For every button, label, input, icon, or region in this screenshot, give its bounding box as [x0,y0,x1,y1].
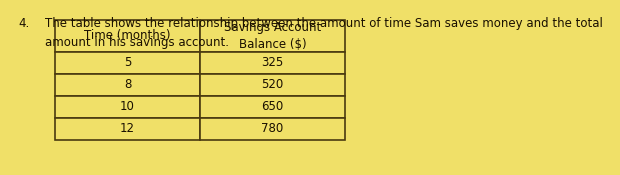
Bar [55,20,200,52]
Text: The table shows the relationship between the amount of time Sam saves money and : The table shows the relationship between… [45,17,603,30]
Text: Savings Account
Balance ($): Savings Account Balance ($) [224,22,321,51]
Bar [200,96,345,118]
Bar [55,74,200,96]
Text: 12: 12 [120,122,135,135]
Text: 4.: 4. [18,17,29,30]
Text: 520: 520 [262,79,283,92]
Text: 5: 5 [124,57,131,69]
Bar [200,20,345,52]
Text: 325: 325 [262,57,283,69]
Text: 8: 8 [124,79,131,92]
Text: 650: 650 [262,100,283,114]
Text: Time (months): Time (months) [84,30,170,43]
Bar [55,96,200,118]
Bar [200,52,345,74]
Bar [200,118,345,140]
Text: 10: 10 [120,100,135,114]
Text: amount in his savings account.: amount in his savings account. [45,36,229,49]
Bar [55,52,200,74]
Text: 780: 780 [262,122,283,135]
Bar [200,74,345,96]
Bar [55,118,200,140]
